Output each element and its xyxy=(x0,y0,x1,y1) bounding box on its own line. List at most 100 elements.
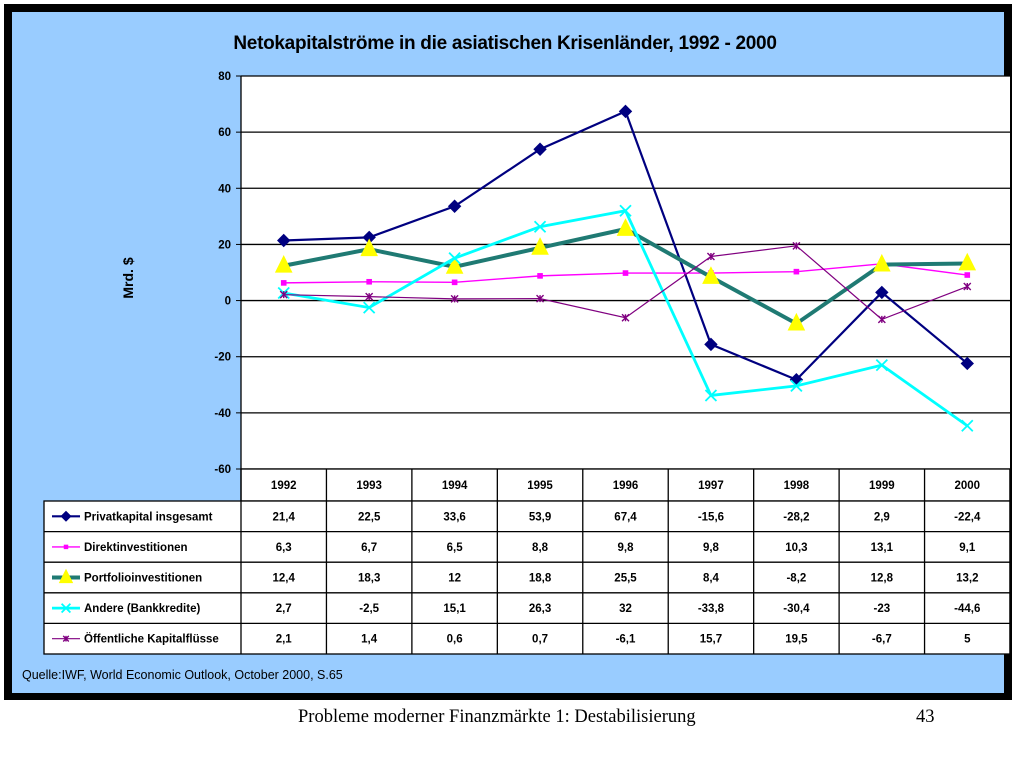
legend-label: Andere (Bankkredite) xyxy=(84,603,200,615)
data-point xyxy=(533,220,547,233)
data-point xyxy=(366,278,372,285)
data-label: 1,4 xyxy=(361,634,378,646)
x-tick-label: 1998 xyxy=(784,480,810,492)
data-point xyxy=(622,270,629,276)
data-point xyxy=(450,294,459,303)
x-tick-label: 1993 xyxy=(356,480,382,492)
data-point xyxy=(616,218,635,236)
data-label: 9,8 xyxy=(703,542,720,554)
data-point xyxy=(877,315,886,324)
page-number: 43 xyxy=(916,707,935,727)
data-point xyxy=(277,233,291,248)
data-point xyxy=(875,358,888,372)
y-tick-label: 80 xyxy=(218,71,231,83)
data-label: -22,4 xyxy=(954,511,981,523)
source-note: Quelle:IWF, World Economic Outlook, Octo… xyxy=(22,668,343,682)
data-label: 10,3 xyxy=(785,542,807,554)
data-point xyxy=(961,419,974,432)
data-label: 2,9 xyxy=(874,511,890,523)
data-label: 19,5 xyxy=(785,634,808,646)
data-label: -6,1 xyxy=(616,634,636,646)
legend-marker xyxy=(63,544,69,550)
data-label: 21,4 xyxy=(273,511,296,523)
data-label: 12 xyxy=(448,573,461,585)
data-point xyxy=(621,313,630,322)
data-point xyxy=(875,285,889,300)
data-label: 13,1 xyxy=(871,542,894,554)
data-point xyxy=(536,294,545,303)
data-point xyxy=(960,356,974,371)
x-tick-label: 1997 xyxy=(698,480,724,492)
y-tick-label: 60 xyxy=(218,127,231,139)
data-label: -44,6 xyxy=(954,603,980,615)
data-label: 6,3 xyxy=(276,542,292,554)
data-point xyxy=(531,237,549,255)
data-label: 15,7 xyxy=(700,634,722,646)
chart-title: Netokapitalströme in die asiatischen Kri… xyxy=(233,33,777,54)
data-point xyxy=(963,282,972,291)
legend-label: Direktinvestitionen xyxy=(84,542,188,554)
y-axis-label: Mrd. $ xyxy=(120,257,140,298)
x-tick-label: 1992 xyxy=(271,480,297,492)
x-tick-label: 2000 xyxy=(954,480,980,492)
data-label: 25,5 xyxy=(614,573,637,585)
data-label: 0,7 xyxy=(532,634,548,646)
data-label: 8,4 xyxy=(703,573,720,585)
data-label: 2,1 xyxy=(276,634,293,646)
data-point xyxy=(365,292,374,301)
data-label: -2,5 xyxy=(359,603,379,615)
data-label: 22,5 xyxy=(358,511,381,523)
legend-label: Portfolioinvestitionen xyxy=(84,573,202,585)
chart-svg: 80 60 40 20 0 -20 -40 -60 1992 1993 1994 1995 1996 19… xyxy=(43,71,1011,655)
data-label: 26,3 xyxy=(529,603,551,615)
x-tick-label: 1996 xyxy=(613,480,639,492)
x-tick-label: 1999 xyxy=(869,480,895,492)
data-label: 9,8 xyxy=(618,542,635,554)
x-tick-label: 1994 xyxy=(442,480,468,492)
data-point xyxy=(873,253,891,272)
data-label: 18,3 xyxy=(358,573,380,585)
data-point xyxy=(533,142,547,156)
data-point xyxy=(447,199,462,213)
y-tick-label: 40 xyxy=(218,183,231,195)
legend-marker xyxy=(60,603,72,614)
data-point xyxy=(280,280,287,286)
data-point xyxy=(451,279,458,286)
data-point xyxy=(702,266,720,284)
y-tick-label: -60 xyxy=(214,464,231,476)
data-point xyxy=(792,241,801,250)
data-point xyxy=(790,379,803,393)
y-axis-label-text: Mrd. $ xyxy=(120,257,136,299)
data-point xyxy=(537,273,543,279)
data-label: 9,1 xyxy=(959,542,976,554)
data-label: 13,2 xyxy=(956,573,978,585)
data-point xyxy=(958,252,977,271)
x-tick-label: 1995 xyxy=(527,480,553,492)
data-point xyxy=(618,104,633,119)
table-header-row xyxy=(240,468,1011,502)
data-label: 6,5 xyxy=(447,542,464,554)
data-point xyxy=(787,312,806,331)
data-label: -8,2 xyxy=(786,573,806,585)
data-point xyxy=(706,252,715,261)
data-label: 5 xyxy=(964,634,971,646)
legend-marker xyxy=(62,635,70,642)
data-point xyxy=(279,290,288,299)
data-label: -30,4 xyxy=(783,603,810,615)
data-point xyxy=(274,255,293,273)
y-tick-label: 20 xyxy=(218,239,231,251)
legend-label: Privatkapital insgesamt xyxy=(84,511,213,523)
data-label: -33,8 xyxy=(698,603,725,615)
y-tick-label: 0 xyxy=(225,296,231,308)
y-tick-label: -40 xyxy=(214,408,231,420)
data-label: 32 xyxy=(619,603,632,615)
data-label: 6,7 xyxy=(361,542,377,554)
data-point xyxy=(704,389,718,402)
data-label: -28,2 xyxy=(783,511,809,523)
data-label: -15,6 xyxy=(698,511,724,523)
data-point xyxy=(704,337,718,352)
data-point xyxy=(619,204,632,217)
legend-marker xyxy=(58,568,74,584)
data-label: 53,9 xyxy=(529,511,551,523)
table-body xyxy=(43,500,1011,655)
